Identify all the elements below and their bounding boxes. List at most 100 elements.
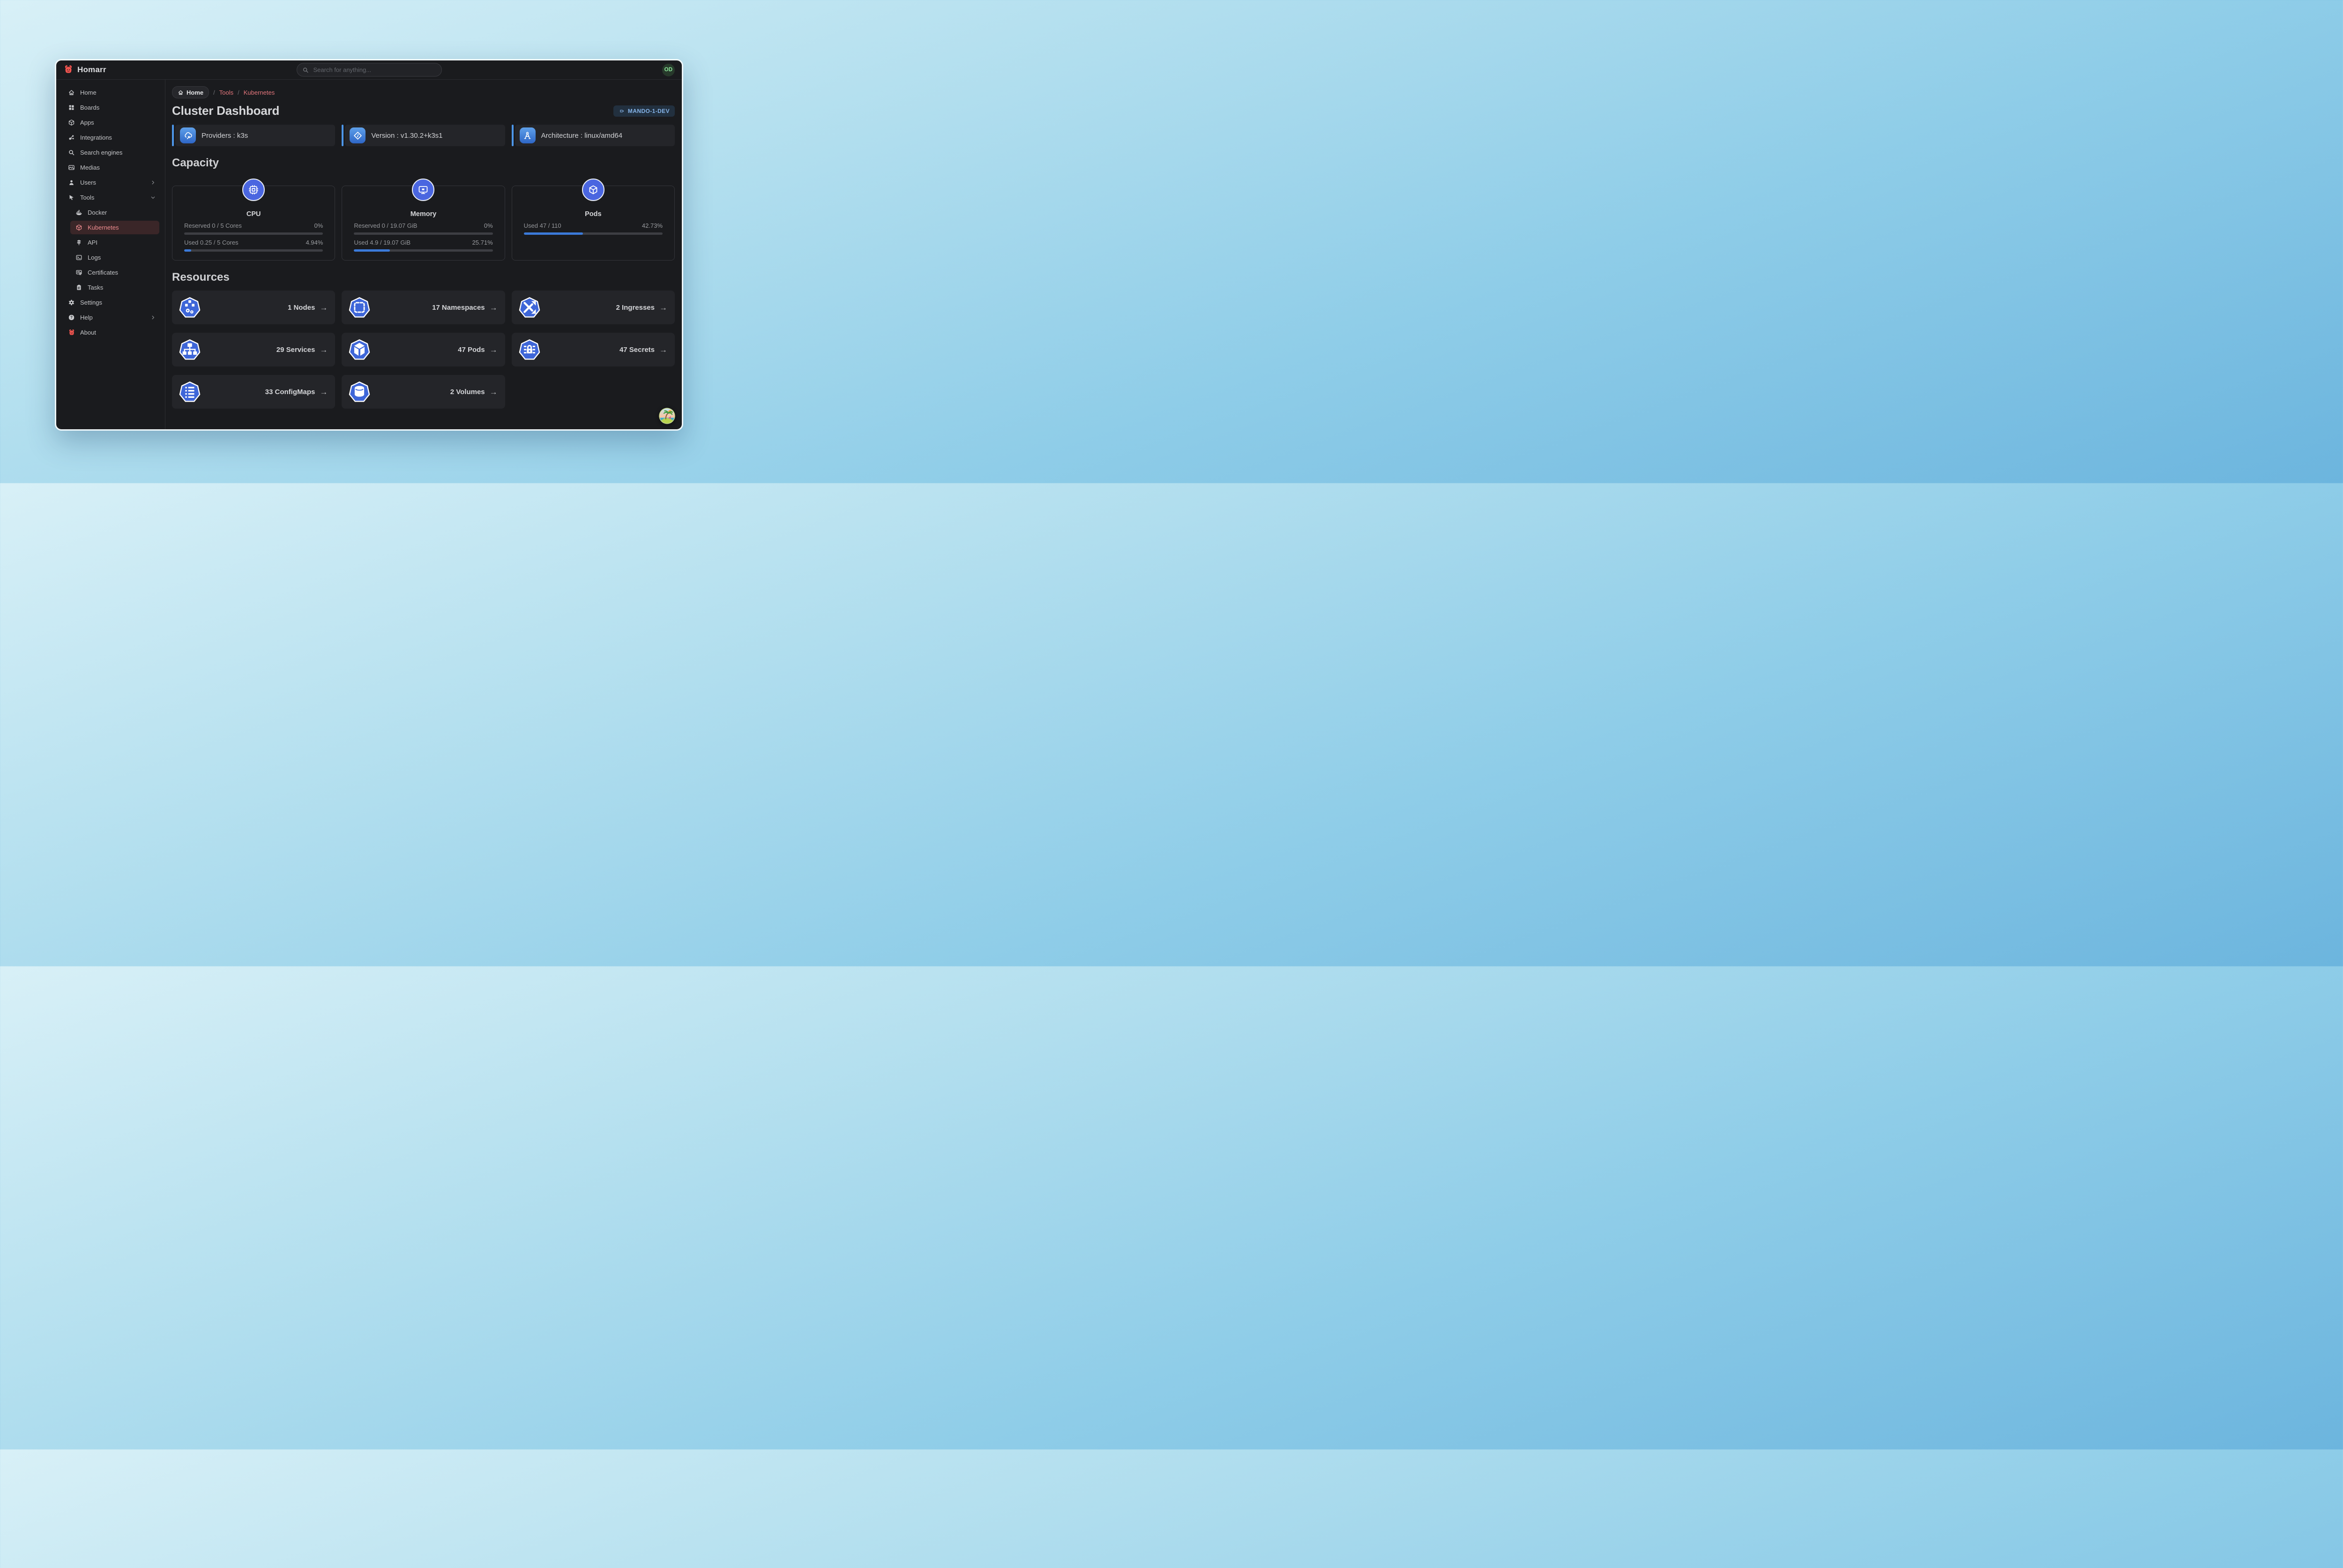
tag-icon (620, 109, 624, 112)
namespaces-tile[interactable]: 17 Namespaces → (342, 291, 505, 324)
cpu-capacity-card: CPU Reserved 0 / 5 Cores 0% Used 0.25 / 5… (172, 179, 336, 261)
sidebar-item-tools[interactable]: Tools (63, 191, 159, 204)
arrow-right-icon: → (320, 345, 328, 354)
app-logo[interactable]: Homarr (63, 65, 106, 75)
version-label: Version : v1.30.2+k3s1 (371, 131, 443, 140)
home-icon (67, 89, 75, 96)
services-tile[interactable]: 29 Services → (172, 333, 336, 366)
cloud-share-icon (180, 127, 196, 143)
sidebar-item-certificates[interactable]: Certificates (70, 266, 159, 279)
secrets-icon (519, 339, 540, 360)
pods-used-label: Used 47 / 110 (523, 222, 561, 229)
arrow-right-icon: → (659, 303, 667, 312)
cpu-reserved-percent: 0% (314, 222, 323, 229)
resources-grid: 1 Nodes → 17 Namespaces → 2 Ingresses → … (172, 291, 675, 409)
clipboard-icon (75, 284, 83, 291)
sidebar-item-boards[interactable]: Boards (63, 101, 159, 114)
chevron-right-icon (150, 315, 156, 320)
volumes-icon (349, 381, 370, 402)
search-input[interactable] (312, 66, 436, 74)
accent-bar (511, 125, 514, 146)
ingresses-icon (519, 297, 540, 318)
secrets-tile[interactable]: 47 Secrets → (511, 333, 675, 366)
memory-reserved-progressbar (354, 232, 493, 235)
pods-title: Pods (585, 210, 602, 218)
sidebar-item-logs[interactable]: Logs (70, 251, 159, 264)
providers-label: Providers : k3s (201, 131, 248, 140)
architecture-label: Architecture : linux/amd64 (541, 131, 623, 140)
search-icon (67, 149, 75, 156)
island-button[interactable] (658, 407, 676, 425)
cluster-info-row: Providers : k3s Version : v1.30.2+k3s1 (172, 125, 675, 146)
sidebar-item-kubernetes[interactable]: Kubernetes (70, 221, 159, 234)
global-search[interactable] (296, 63, 442, 77)
sidebar-item-medias[interactable]: Medias (63, 161, 159, 174)
signpost-icon (75, 239, 83, 246)
sidebar-item-about[interactable]: About (63, 326, 159, 339)
breadcrumb-tools[interactable]: Tools (219, 89, 234, 96)
sidebar-item-settings[interactable]: Settings (63, 296, 159, 309)
terminal-icon (75, 254, 83, 261)
chevron-down-icon (150, 195, 156, 200)
configmaps-tile[interactable]: 33 ConfigMaps → (172, 375, 336, 409)
pointer-icon (67, 194, 75, 201)
pods-tile[interactable]: 47 Pods → (342, 333, 505, 366)
accent-bar (172, 125, 174, 146)
sidebar-item-home[interactable]: Home (63, 86, 159, 99)
sidebar-item-integrations[interactable]: Integrations (63, 131, 159, 144)
cpu-used-percent: 4.94% (306, 239, 323, 246)
breadcrumb-home[interactable]: Home (172, 86, 209, 98)
app-title: Homarr (77, 65, 106, 74)
cluster-name-badge[interactable]: MANDO-1-DEV (613, 105, 675, 117)
sidebar-item-api[interactable]: API (70, 236, 159, 249)
search-icon (303, 67, 308, 73)
integrations-icon (67, 134, 75, 141)
sidebar-item-help[interactable]: ? Help (63, 311, 159, 324)
homarr-app-window: Homarr OD Home Boards (55, 59, 683, 431)
accent-bar (342, 125, 344, 146)
sidebar-item-users[interactable]: Users (63, 176, 159, 189)
sidebar-item-search-engines[interactable]: Search engines (63, 146, 159, 159)
svg-text:?: ? (70, 315, 73, 320)
services-icon (179, 339, 201, 360)
desert-island-icon (659, 408, 675, 424)
ingresses-tile[interactable]: 2 Ingresses → (511, 291, 675, 324)
nodes-icon (179, 297, 201, 318)
memory-reserved-label: Reserved 0 / 19.07 GiB (354, 222, 418, 229)
avatar[interactable]: OD (662, 63, 675, 76)
docker-icon (75, 209, 83, 216)
homarr-logo-icon (67, 329, 75, 336)
sidebar: Home Boards Apps Integrations (56, 80, 165, 429)
sidebar-item-docker[interactable]: Docker (70, 206, 159, 219)
breadcrumb-kubernetes[interactable]: Kubernetes (243, 89, 275, 96)
pods-capacity-card: Pods Used 47 / 110 42.73% (511, 179, 675, 261)
nodes-tile[interactable]: 1 Nodes → (172, 291, 336, 324)
cpu-used-progressbar (184, 249, 323, 252)
home-icon (178, 90, 183, 95)
memory-used-percent: 25.71% (472, 239, 493, 246)
capacity-heading: Capacity (172, 157, 219, 169)
version-card: Version : v1.30.2+k3s1 (342, 125, 505, 146)
memory-used-progressbar (354, 249, 493, 252)
kubernetes-icon (75, 224, 83, 231)
top-bar: Homarr OD (56, 60, 682, 80)
arrow-right-icon: → (659, 345, 667, 354)
page-title: Cluster Dashboard (172, 104, 280, 118)
cpu-reserved-label: Reserved 0 / 5 Cores (184, 222, 242, 229)
cpu-title: CPU (246, 210, 261, 218)
volumes-tile[interactable]: 2 Volumes → (342, 375, 505, 409)
main-content: Home / Tools / Kubernetes Cluster Dashbo… (165, 80, 682, 429)
arrow-right-icon: → (489, 387, 498, 396)
certificate-icon (75, 269, 83, 276)
pods-used-percent: 42.73% (642, 222, 663, 229)
user-icon (67, 179, 75, 186)
breadcrumb-separator: / (213, 89, 215, 96)
versions-icon (350, 127, 366, 143)
arrow-right-icon: → (320, 387, 328, 396)
memory-capacity-card: Memory Reserved 0 / 19.07 GiB 0% Used 4.9… (342, 179, 505, 261)
configmaps-icon (179, 381, 201, 402)
sidebar-item-tasks[interactable]: Tasks (70, 281, 159, 294)
apps-icon (67, 119, 75, 126)
sidebar-item-apps[interactable]: Apps (63, 116, 159, 129)
arrow-right-icon: → (489, 345, 498, 354)
